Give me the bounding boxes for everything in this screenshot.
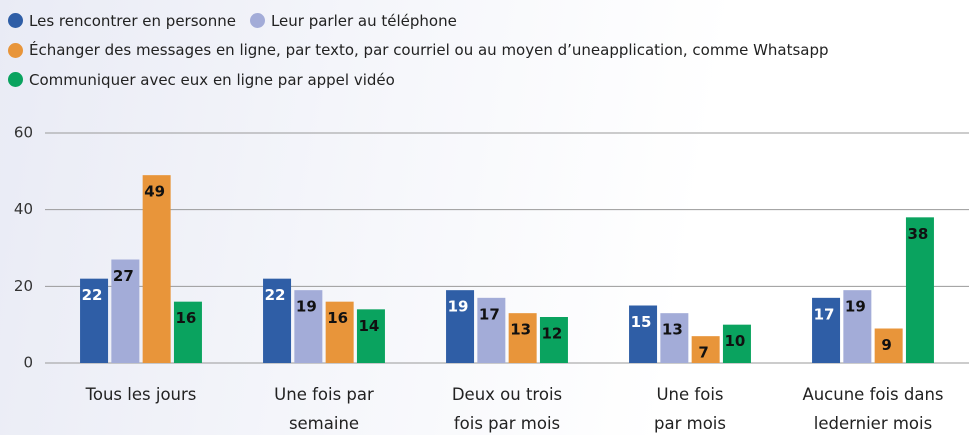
legend-swatch — [8, 42, 23, 58]
data-label: 27 — [113, 267, 134, 285]
bar — [874, 328, 903, 363]
data-label: 13 — [510, 321, 531, 339]
legend: Les rencontrer en personne Leur parler au… — [8, 6, 974, 95]
legend-swatch — [249, 13, 265, 29]
y-tick-label: 0 — [23, 354, 33, 372]
y-tick-label: 60 — [14, 124, 33, 142]
y-tick-label: 20 — [14, 277, 33, 295]
data-label: 14 — [359, 317, 380, 335]
bar — [905, 217, 934, 363]
data-label: 9 — [881, 336, 891, 354]
legend-swatch — [8, 72, 23, 88]
x-tick-label: Une fois par semaine — [274, 385, 374, 433]
legend-label: Échanger des messages en ligne, par text… — [29, 41, 829, 60]
data-label: 19 — [296, 298, 317, 316]
bar — [325, 301, 354, 363]
data-label: 38 — [908, 225, 929, 243]
bar — [691, 336, 720, 363]
legend-item: Les rencontrer en personne — [8, 12, 236, 30]
legend-label: Les rencontrer en personne — [29, 11, 236, 30]
x-tick-label: Aucune fois dans ledernier mois — [802, 385, 944, 433]
data-label: 15 — [631, 313, 652, 331]
data-label: 22 — [82, 286, 103, 304]
data-label: 7 — [698, 344, 708, 362]
bar — [111, 259, 140, 363]
bar — [660, 313, 689, 363]
legend-label: Leur parler au téléphone — [270, 11, 457, 30]
bar — [80, 278, 109, 363]
bar — [173, 301, 202, 363]
bar — [508, 313, 537, 363]
data-label: 19 — [448, 298, 469, 316]
data-label: 17 — [814, 305, 835, 323]
y-tick-label: 40 — [14, 200, 33, 218]
legend-row: Communiquer avec eux en ligne par appel … — [8, 65, 974, 95]
bar — [629, 305, 658, 363]
data-label: 12 — [542, 325, 563, 343]
legend-label: Communiquer avec eux en ligne par appel … — [29, 70, 395, 89]
data-label: 13 — [662, 321, 683, 339]
data-label: 10 — [725, 332, 746, 350]
bar — [142, 175, 171, 363]
data-label: 16 — [327, 309, 348, 327]
x-tick-label: Une fois par mois — [654, 385, 726, 433]
data-label: 49 — [144, 183, 165, 201]
bar — [539, 317, 568, 363]
bar — [294, 290, 323, 363]
bar — [356, 309, 385, 363]
bar — [722, 324, 751, 363]
data-label: 16 — [176, 309, 197, 327]
legend-swatch — [8, 13, 23, 29]
bar — [843, 290, 872, 363]
bar — [446, 290, 475, 363]
legend-row: Les rencontrer en personne Leur parler au… — [8, 6, 974, 36]
legend-row: Échanger des messages en ligne, par text… — [8, 36, 974, 66]
bar — [812, 297, 841, 363]
legend-item: Communiquer avec eux en ligne par appel … — [8, 71, 395, 89]
bar — [477, 297, 506, 363]
data-label: 22 — [265, 286, 286, 304]
legend-item: Leur parler au téléphone — [249, 11, 457, 30]
legend-item: Échanger des messages en ligne, par text… — [8, 41, 829, 59]
x-tick-label: Tous les jours — [85, 385, 197, 404]
data-label: 19 — [845, 298, 866, 316]
x-tick-label: Deux ou trois fois par mois — [451, 385, 563, 433]
data-label: 17 — [479, 305, 500, 323]
bar — [263, 278, 292, 363]
